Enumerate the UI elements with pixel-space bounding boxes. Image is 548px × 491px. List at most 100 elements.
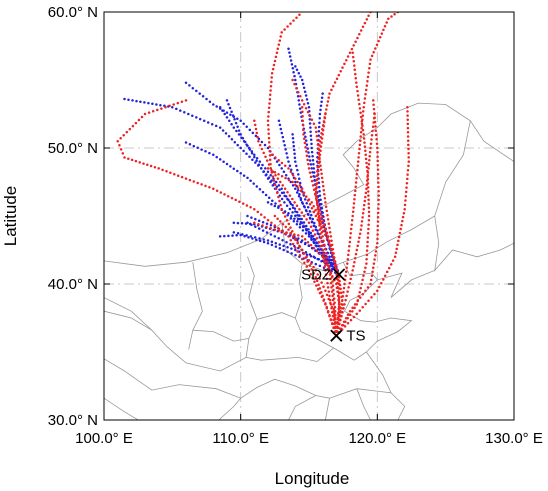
trajectory-point <box>296 217 300 221</box>
trajectory-point <box>140 115 144 119</box>
trajectory-point <box>353 193 357 197</box>
trajectory-point <box>244 222 248 225</box>
province-borders <box>104 102 514 420</box>
trajectory-point <box>299 75 302 78</box>
trajectory-point <box>356 89 359 93</box>
trajectory-point <box>365 187 368 191</box>
trajectory-point <box>214 124 218 128</box>
trajectory-point <box>335 282 338 286</box>
trajectory-point <box>204 184 207 188</box>
trajectory-point <box>212 103 215 106</box>
trajectory-point <box>237 129 241 132</box>
trajectory-point <box>333 309 337 313</box>
trajectory-1-15 <box>335 51 371 337</box>
trajectory-point <box>393 13 396 16</box>
trajectory-point <box>137 118 141 122</box>
trajectory-point <box>307 269 311 272</box>
trajectory-point <box>304 145 307 149</box>
trajectory-point <box>376 146 379 150</box>
trajectory-point <box>313 233 317 236</box>
trajectory-point <box>278 243 281 246</box>
trajectory-point <box>342 290 345 294</box>
trajectory-point <box>293 152 296 156</box>
trajectory-point <box>296 188 300 192</box>
trajectory-point <box>314 225 318 229</box>
trajectory-point <box>275 185 279 189</box>
trajectory-point <box>317 130 321 133</box>
trajectory-point <box>312 167 316 170</box>
trajectory-point <box>327 290 331 293</box>
trajectory-point <box>283 144 286 147</box>
trajectory-point <box>119 148 123 151</box>
trajectory-point <box>369 142 373 146</box>
trajectory-point <box>407 164 410 168</box>
trajectory-point <box>232 126 236 129</box>
trajectory-point <box>236 117 239 121</box>
trajectory-point <box>215 189 219 192</box>
trajectory-point <box>406 122 410 126</box>
trajectory-point <box>346 258 350 261</box>
trajectory-point <box>265 159 269 162</box>
trajectory-point <box>321 235 324 238</box>
trajectory-point <box>304 135 307 138</box>
trajectory-point <box>164 105 167 109</box>
trajectory-point <box>175 107 178 111</box>
trajectory-point <box>305 265 308 268</box>
trajectory-point <box>298 103 301 106</box>
trajectory-point <box>311 154 314 158</box>
trajectory-point <box>273 235 277 238</box>
trajectory-point <box>250 150 254 153</box>
trajectory-point <box>298 254 302 257</box>
trajectory-point <box>338 306 342 309</box>
trajectory-point <box>268 149 271 153</box>
trajectory-point <box>280 197 284 201</box>
trajectory-point <box>372 50 375 54</box>
trajectory-point <box>319 149 322 152</box>
trajectory-point <box>391 259 395 262</box>
trajectory-point <box>249 235 253 238</box>
trajectory-point <box>347 253 350 257</box>
trajectory-point <box>308 114 312 118</box>
trajectory-point <box>325 260 329 263</box>
trajectory-point <box>234 121 238 125</box>
trajectory-point <box>308 118 312 121</box>
trajectory-point <box>297 194 301 198</box>
trajectory-point <box>362 133 365 136</box>
trajectory-point <box>318 156 321 159</box>
trajectory-point <box>376 289 379 293</box>
trajectory-point <box>270 76 273 79</box>
trajectory-point <box>295 210 299 214</box>
trajectory-point <box>229 113 232 116</box>
trajectory-point <box>316 229 319 232</box>
trajectory-point <box>298 181 302 185</box>
x-axis-title: Longitude <box>275 469 350 488</box>
trajectory-point <box>235 129 238 133</box>
trajectory-point <box>322 188 326 192</box>
trajectory-point <box>257 222 260 226</box>
border-line <box>325 398 330 420</box>
trajectory-point <box>329 235 333 238</box>
trajectory-point <box>315 201 319 204</box>
trajectory-point <box>357 294 360 298</box>
trajectory-point <box>338 314 341 317</box>
trajectory-point <box>318 214 321 218</box>
trajectory-point <box>300 105 304 109</box>
trajectory-point <box>258 239 262 243</box>
trajectory-point <box>288 194 292 197</box>
trajectory-point <box>321 248 324 252</box>
trajectory-point <box>255 185 259 188</box>
trajectory-point <box>171 105 174 109</box>
trajectory-point <box>225 99 229 102</box>
trajectory-point <box>293 74 296 78</box>
trajectory-point <box>300 187 304 191</box>
trajectory-point <box>356 36 359 40</box>
trajectory-point <box>359 115 363 119</box>
trajectory-point <box>316 212 319 216</box>
trajectory-point <box>318 218 322 222</box>
trajectory-point <box>367 299 370 302</box>
trajectory-point <box>376 211 380 215</box>
trajectory-point <box>313 256 317 260</box>
trajectory-point <box>239 133 242 136</box>
trajectory-point <box>302 205 306 208</box>
trajectory-point <box>282 248 285 252</box>
